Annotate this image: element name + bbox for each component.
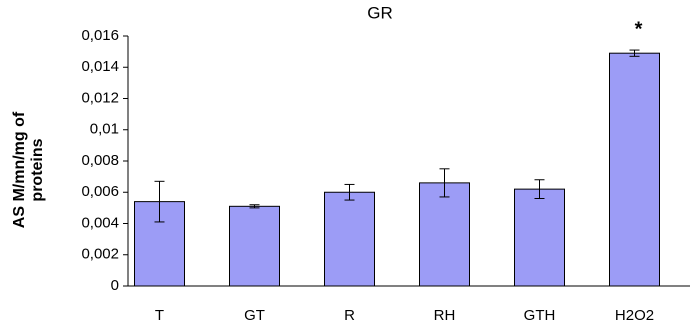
y-tick-label: 0 bbox=[111, 277, 119, 294]
y-tick-label: 0,014 bbox=[81, 58, 119, 75]
bar bbox=[609, 52, 660, 287]
y-axis-label-line: proteins bbox=[29, 138, 46, 201]
x-tick-label: GT bbox=[244, 307, 265, 324]
chart-title: GR bbox=[367, 3, 393, 22]
error-bar bbox=[154, 180, 165, 223]
x-tick-label: RH bbox=[434, 307, 456, 324]
bar bbox=[514, 188, 565, 287]
bar bbox=[324, 191, 375, 287]
x-tick-label: H2O2 bbox=[615, 307, 654, 324]
y-tick-label: 0,008 bbox=[81, 152, 119, 169]
y-tick-label: 0,01 bbox=[90, 121, 119, 138]
y-tick-label: 0,012 bbox=[81, 89, 119, 106]
y-tick-label: 0,006 bbox=[81, 183, 119, 200]
error-bar bbox=[629, 49, 640, 57]
x-tick-label: T bbox=[155, 307, 164, 324]
x-tick-label: GTH bbox=[524, 307, 556, 324]
y-tick-label: 0,016 bbox=[81, 27, 119, 44]
error-bar bbox=[439, 168, 450, 198]
error-bar bbox=[534, 179, 545, 199]
error-bar bbox=[249, 204, 260, 209]
bar bbox=[229, 205, 280, 287]
y-axis-label: AS M/mn/mg of proteins bbox=[11, 111, 46, 228]
annotation: * bbox=[635, 18, 643, 40]
error-bar bbox=[344, 183, 355, 201]
y-tick-label: 0,002 bbox=[81, 246, 119, 263]
bar bbox=[419, 182, 470, 287]
y-axis-label-line: AS M/mn/mg of bbox=[11, 111, 28, 228]
y-tick-label: 0,004 bbox=[81, 214, 119, 231]
x-tick-label: R bbox=[344, 307, 355, 324]
